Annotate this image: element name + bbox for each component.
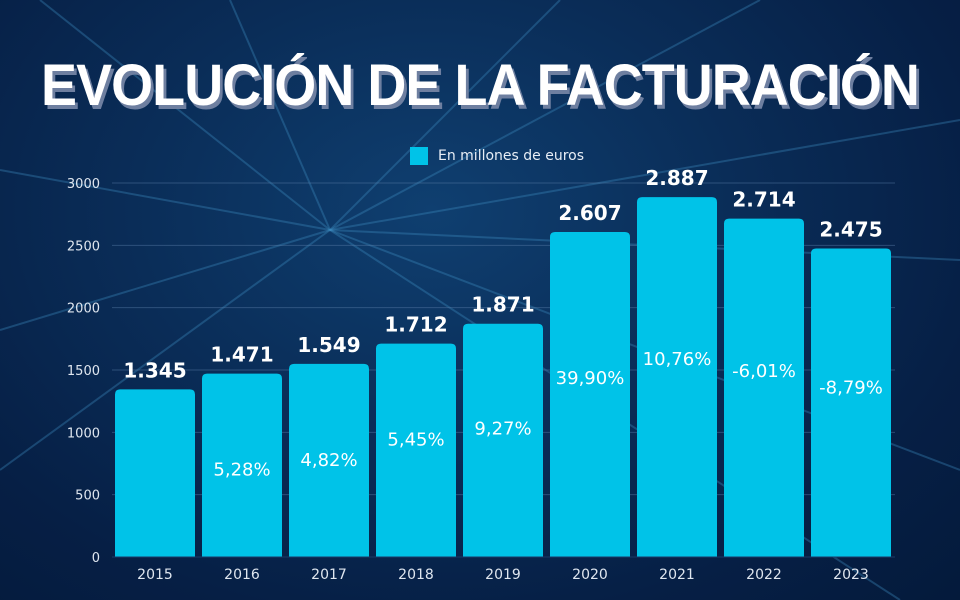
growth-label: 5,28% — [213, 460, 270, 481]
legend-label: En millones de euros — [438, 148, 585, 164]
growth-label: 4,82% — [300, 450, 357, 471]
bars: 1.345 1.471 5,28% 1.549 4,82% 1.712 5,45% 1.871… — [115, 166, 891, 557]
value-label: 1.471 — [210, 343, 273, 367]
value-label: 1.871 — [471, 293, 534, 317]
bar-2023 — [811, 248, 891, 557]
growth-label: -8,79% — [819, 377, 883, 398]
value-label: 2.714 — [732, 188, 795, 212]
y-tick-label: 3000 — [67, 177, 100, 192]
bar-2022 — [724, 218, 804, 557]
growth-label: 9,27% — [474, 419, 531, 440]
value-label: 1.345 — [123, 358, 186, 382]
legend: En millones de euros — [410, 147, 584, 165]
x-tick-label: 2023 — [833, 567, 869, 583]
y-axis: 0 500 1000 1500 2000 2500 3000 — [67, 177, 100, 566]
x-tick-label: 2019 — [485, 567, 521, 583]
growth-label: 39,90% — [556, 368, 625, 389]
bar-2018 — [376, 343, 456, 557]
x-tick-label: 2022 — [746, 567, 782, 583]
x-tick-label: 2015 — [137, 567, 173, 583]
value-label: 2.887 — [645, 166, 708, 190]
chart-title: EVOLUCIÓN DE LA FACTURACIÓN — [41, 53, 920, 118]
value-label: 2.607 — [558, 201, 621, 225]
bar-2020 — [550, 231, 630, 557]
y-tick-label: 2000 — [67, 302, 100, 317]
x-tick-label: 2021 — [659, 567, 695, 583]
y-tick-label: 500 — [75, 489, 100, 504]
bar-2019 — [463, 323, 543, 557]
y-tick-label: 1500 — [67, 364, 100, 379]
x-tick-label: 2016 — [224, 567, 260, 583]
bar-2015 — [115, 389, 195, 557]
bar-2021 — [637, 197, 717, 557]
bar-2017 — [289, 363, 369, 557]
value-label: 2.475 — [819, 217, 882, 241]
value-label: 1.549 — [297, 333, 360, 357]
y-tick-label: 0 — [92, 551, 100, 566]
legend-swatch — [410, 147, 428, 165]
bar-2016 — [202, 373, 282, 557]
growth-label: -6,01% — [732, 361, 796, 382]
y-tick-label: 1000 — [67, 426, 100, 441]
x-tick-label: 2018 — [398, 567, 434, 583]
growth-label: 5,45% — [387, 430, 444, 451]
x-axis: 2015 2016 2017 2018 2019 2020 2021 2022 2023 — [112, 556, 895, 583]
growth-label: 10,76% — [643, 349, 712, 370]
x-tick-label: 2020 — [572, 567, 608, 583]
x-tick-label: 2017 — [311, 567, 347, 583]
y-tick-label: 2500 — [67, 239, 100, 254]
value-label: 1.712 — [384, 313, 447, 337]
